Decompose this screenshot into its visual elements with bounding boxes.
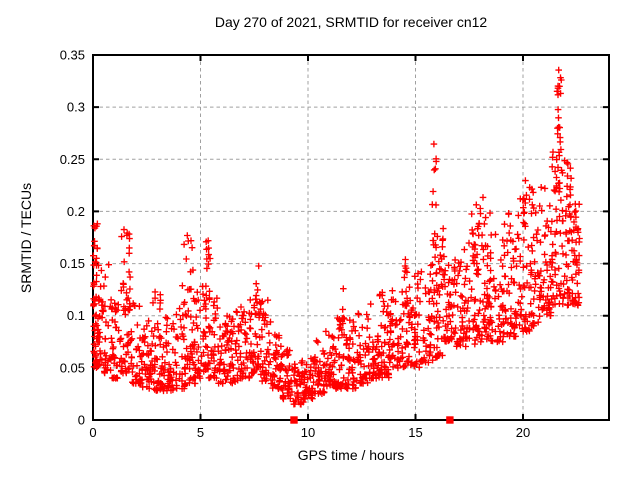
y-tick-label: 0.35 xyxy=(60,48,85,63)
x-tick-label: 15 xyxy=(408,425,422,440)
y-tick-label: 0.3 xyxy=(67,100,85,115)
x-tick-label: 0 xyxy=(89,425,96,440)
x-tick-label: 20 xyxy=(516,425,530,440)
y-tick-label: 0 xyxy=(78,413,85,428)
grid-lines xyxy=(93,55,609,420)
y-tick-label: 0.25 xyxy=(60,152,85,167)
chart-title: Day 270 of 2021, SRMTID for receiver cn1… xyxy=(214,14,488,30)
axis-event-marker xyxy=(446,416,454,424)
x-axis-label: GPS time / hours xyxy=(297,447,405,463)
plot-border xyxy=(92,54,610,421)
y-tick-label: 0.2 xyxy=(67,204,85,219)
y-tick-label: 0.05 xyxy=(60,360,85,375)
y-tick-label: 0.1 xyxy=(67,308,85,323)
x-tick-label: 10 xyxy=(301,425,315,440)
y-tick-label: 0.15 xyxy=(60,256,85,271)
scatter-points xyxy=(90,66,583,408)
x-tick-label: 5 xyxy=(197,425,204,440)
axis-event-marker xyxy=(290,416,298,424)
